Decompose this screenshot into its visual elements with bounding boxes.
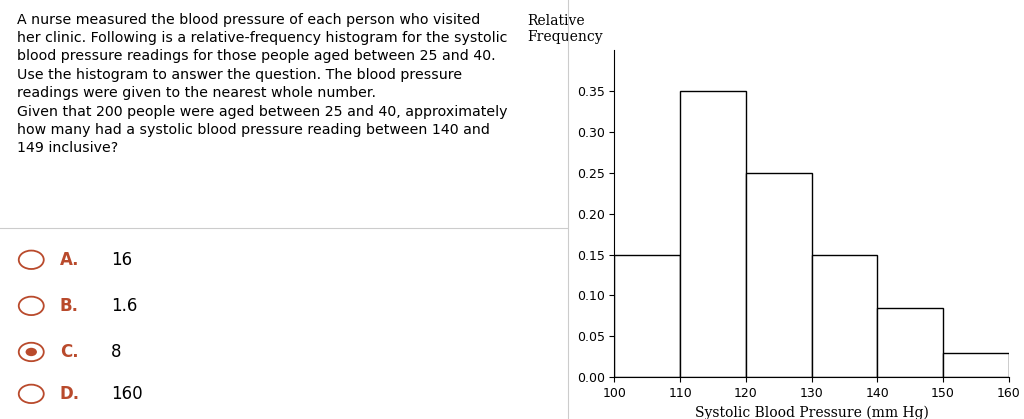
Text: A nurse measured the blood pressure of each person who visited
her clinic. Follo: A nurse measured the blood pressure of e… — [17, 13, 508, 155]
X-axis label: Systolic Blood Pressure (mm Hg): Systolic Blood Pressure (mm Hg) — [694, 405, 929, 419]
Text: 1.6: 1.6 — [111, 297, 137, 315]
Circle shape — [26, 348, 37, 356]
Bar — [680, 91, 745, 377]
Text: 160: 160 — [111, 385, 142, 403]
Bar — [614, 254, 680, 377]
Text: Relative
Frequency: Relative Frequency — [527, 13, 603, 44]
Bar — [943, 352, 1009, 377]
Text: A.: A. — [59, 251, 79, 269]
Text: 8: 8 — [111, 343, 121, 361]
Text: D.: D. — [59, 385, 80, 403]
Bar — [811, 254, 878, 377]
Bar — [745, 173, 811, 377]
Text: B.: B. — [59, 297, 79, 315]
Bar — [878, 308, 943, 377]
Text: 16: 16 — [111, 251, 132, 269]
Text: C.: C. — [59, 343, 78, 361]
